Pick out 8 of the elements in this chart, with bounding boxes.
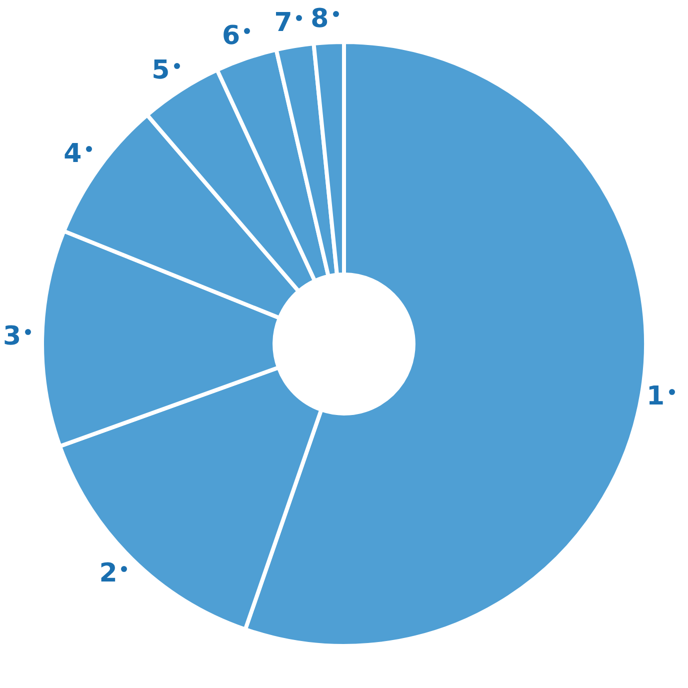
slice-label: 1: [646, 381, 665, 412]
slice-label: 5: [152, 55, 170, 86]
slice-label: 2: [99, 558, 118, 588]
slice-label: 7: [274, 8, 292, 38]
slice-label: 4: [64, 138, 82, 169]
slice-label: 3: [3, 322, 22, 352]
slice-label: 6: [222, 21, 240, 52]
slice-label: 8: [310, 4, 329, 34]
